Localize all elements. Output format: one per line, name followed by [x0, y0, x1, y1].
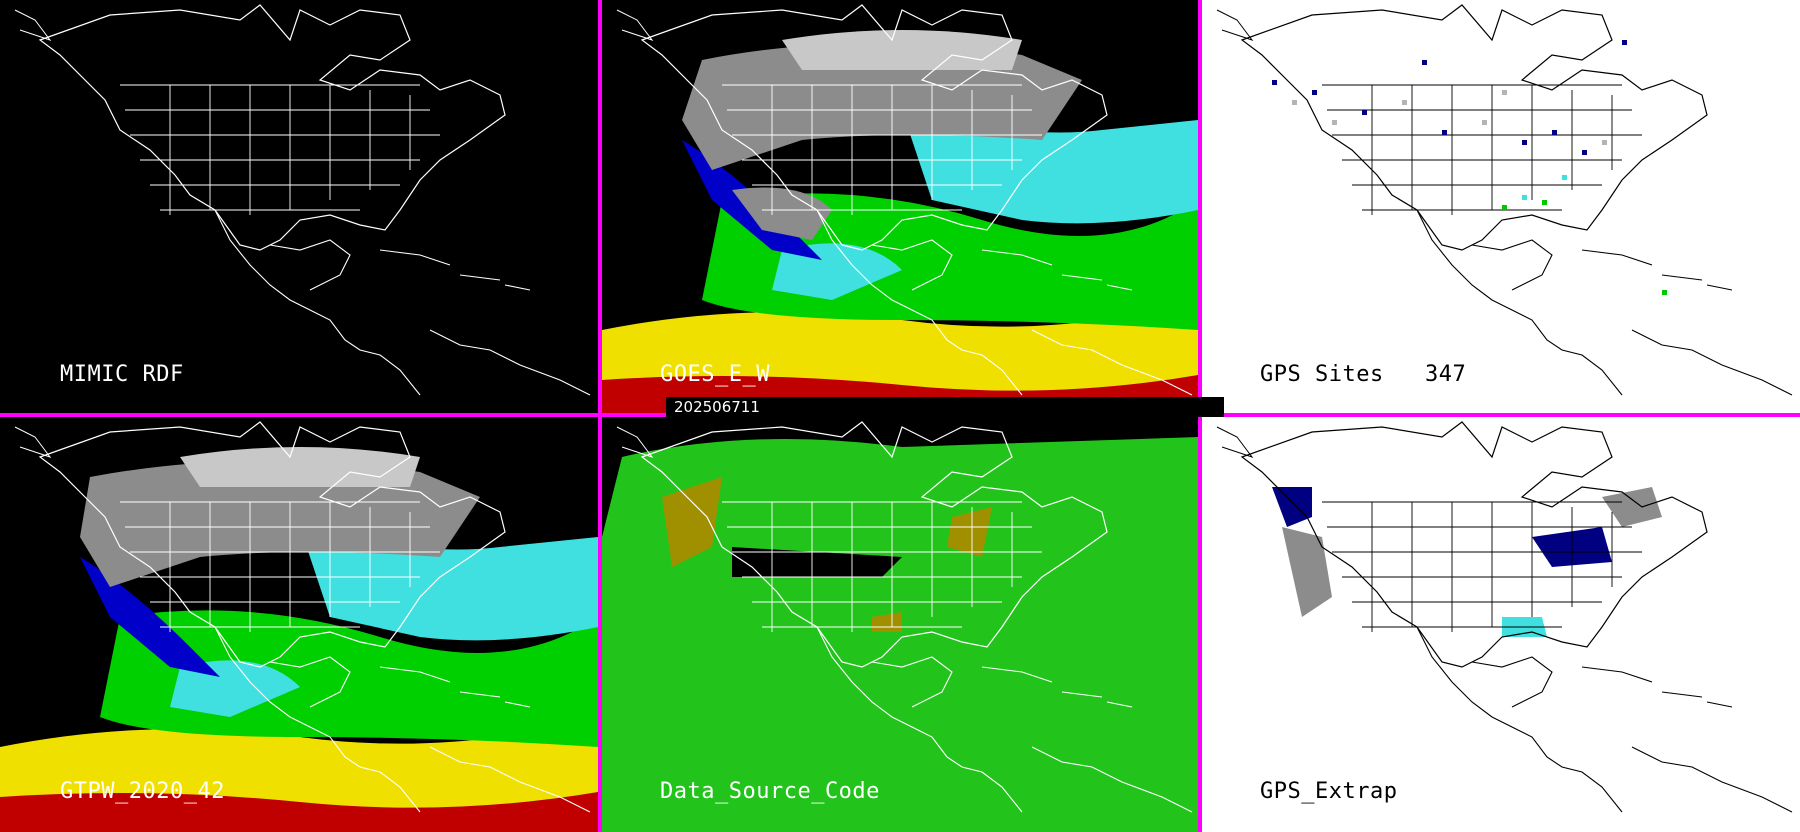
map-gps-extrap — [1216, 421, 1793, 813]
panel-label: GPS Sites 347 — [1260, 362, 1466, 387]
panel-data-source-code: Data_Source_Code — [602, 417, 1198, 832]
panel-goes-e-w: GOES_E_W — [602, 0, 1198, 413]
panel-gtpw: GTPW_2020_42 — [0, 417, 598, 832]
panel-label: MIMIC RDF — [60, 362, 184, 387]
map-gtpw — [0, 421, 598, 832]
panel-gps-sites: GPS Sites 347 — [1202, 0, 1800, 413]
map-goes-e-w — [602, 4, 1198, 413]
map-mimic-rdf — [14, 4, 591, 396]
map-gps-sites — [1216, 4, 1793, 396]
panel-mimic-rdf: MIMIC RDF — [0, 0, 598, 413]
gps-site-markers — [1272, 40, 1667, 295]
panel-label: Data_Source_Code — [660, 779, 880, 804]
gps-site-count: 347 — [1424, 362, 1467, 387]
panel-label: GPS_Extrap — [1260, 779, 1398, 804]
timestamp-bar: 202506711 — [666, 397, 1224, 417]
panel-title: GPS Sites — [1260, 362, 1384, 387]
panel-label: GOES_E_W — [660, 362, 770, 387]
panel-label: GTPW_2020_42 — [60, 779, 225, 804]
map-data-source-code — [602, 421, 1198, 832]
panel-gps-extrap: GPS_Extrap — [1202, 417, 1800, 832]
